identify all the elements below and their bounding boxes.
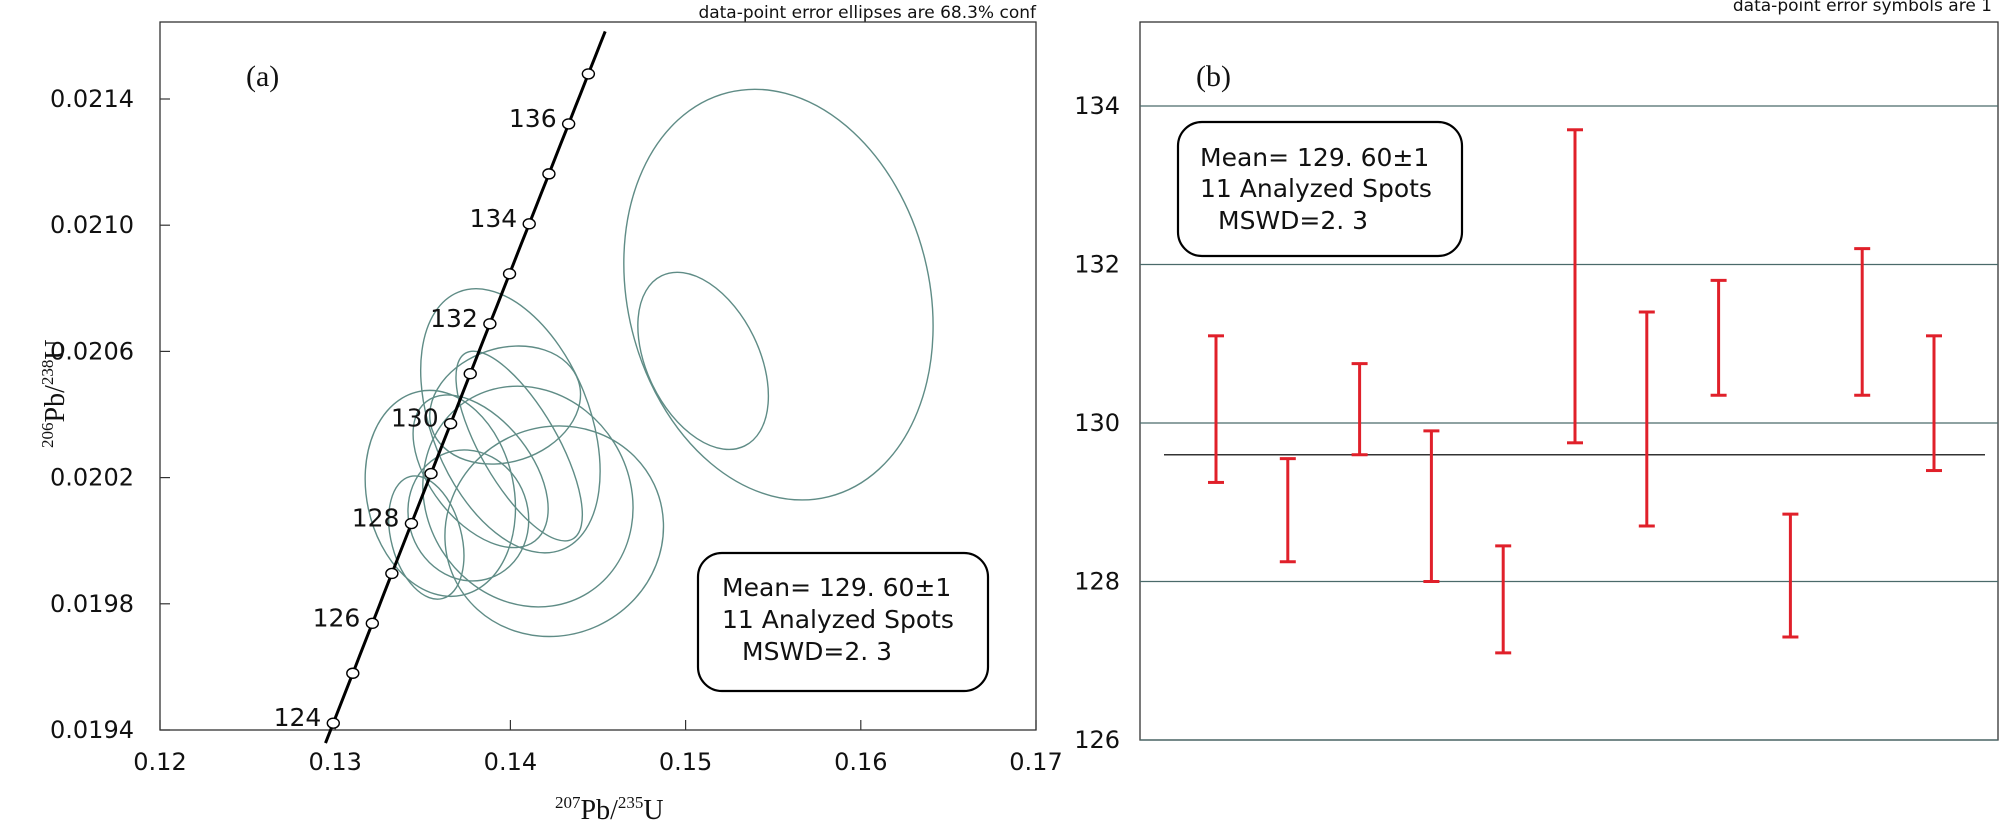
age-marker [483, 318, 497, 330]
age-marker [326, 717, 340, 729]
y-tick-label: 132 [1074, 251, 1120, 279]
age-label: 128 [352, 504, 400, 533]
error-ellipses [364, 88, 934, 638]
error-bar [1423, 429, 1440, 583]
error-ellipse [388, 475, 465, 600]
panel-b-mean-line: Mean= 129. 60±1 [1200, 143, 1429, 172]
panel-a-mean-line: Mean= 129. 60±1 [722, 573, 951, 602]
error-ellipse [419, 288, 601, 554]
age-label: 132 [430, 304, 478, 333]
panel-b-spots-line: 11 Analyzed Spots [1200, 174, 1432, 203]
error-bar [1351, 362, 1368, 457]
y-tick-label: 134 [1074, 92, 1120, 120]
panel-a-ticks: 0.12 0.13 0.14 0.15 0.16 0.17 0.0194 0.0198 0.02… [50, 85, 1063, 776]
age-marker [385, 567, 399, 580]
error-bar [1208, 334, 1224, 484]
panel-a-frame [159, 21, 1037, 731]
age-marker [463, 368, 477, 380]
panel-b-mswd-line: MSWD=2. 3 [1218, 206, 1368, 235]
panel-a-mean-box-frame [696, 551, 990, 693]
x-tick-label: 0.12 [133, 748, 186, 776]
age-marker [502, 268, 517, 280]
error-bar [1495, 544, 1512, 655]
age-marker [404, 517, 419, 530]
panel-b-mean-box-frame [1176, 120, 1464, 258]
age-marker [424, 467, 438, 480]
panel-a-mswd-line: MSWD=2. 3 [742, 637, 892, 666]
x-axis-label-main: Pb/ [581, 795, 619, 824]
age-label: 130 [391, 404, 439, 433]
y-tick-label: 0.0210 [50, 211, 134, 239]
y-tick-label: 128 [1074, 568, 1120, 596]
age-marker [542, 168, 556, 180]
panel-b-note: data-point error symbols are 1 [1733, 0, 1992, 16]
panel-a-spots-line: 11 Analyzed Spots [722, 605, 954, 634]
error-ellipse [637, 271, 770, 451]
x-axis-label-sup: 207 [555, 793, 581, 812]
y-tick-label: 0.0206 [50, 337, 134, 365]
error-bar [1279, 457, 1296, 564]
age-marker [365, 617, 380, 630]
error-ellipse [623, 88, 934, 501]
panel-b-mean-box: Mean= 129. 60±1 11 Analyzed Spots MSWD=2… [1176, 120, 1464, 258]
y-axis-label-sup: 206 [38, 423, 57, 449]
age-marker [522, 218, 536, 230]
x-tick-label: 0.17 [1009, 748, 1062, 776]
error-bars [1208, 128, 1942, 655]
weighted-mean-panel: data-point error symbols are 1 126 128 130… [1074, 0, 1999, 754]
age-marker [443, 417, 458, 430]
y-tick-label: 0.0194 [50, 716, 134, 744]
error-ellipse [364, 389, 517, 598]
panel-a-note: data-point error ellipses are 68.3% conf [698, 3, 1037, 23]
y-tick-label: 126 [1074, 726, 1120, 754]
concordia-age-markers: 124 126 128 130 132 134 136 [274, 68, 596, 732]
age-marker [561, 118, 576, 130]
y-axis-label-sup2: 238 [38, 360, 57, 386]
x-axis-label-sup2: 235 [618, 793, 644, 812]
x-tick-label: 0.15 [659, 748, 712, 776]
y-axis-label-end: U [40, 339, 71, 359]
concordia-panel: data-point error ellipses are 68.3% conf… [38, 3, 1063, 824]
age-label: 134 [469, 204, 517, 233]
x-axis-label: 207Pb/235U [555, 793, 664, 824]
age-marker [346, 667, 360, 679]
panel-b-gridlines: 126 128 130 132 134 [1074, 92, 1998, 754]
y-tick-label: 0.0214 [50, 85, 134, 113]
y-tick-label: 130 [1074, 409, 1120, 437]
error-bar [1567, 128, 1583, 445]
error-ellipse [412, 394, 549, 549]
age-label: 126 [313, 603, 361, 632]
error-bar [1926, 334, 1942, 473]
error-bar [1782, 512, 1799, 639]
error-bar [1854, 247, 1871, 397]
x-tick-label: 0.14 [484, 748, 537, 776]
error-ellipse [455, 350, 584, 542]
age-label: 136 [509, 104, 557, 133]
panel-a-mean-box: Mean= 129. 60±1 11 Analyzed Spots MSWD=2… [696, 551, 990, 693]
error-ellipse [444, 425, 665, 638]
error-bar [1710, 278, 1727, 397]
panel-b-label: (b) [1196, 60, 1231, 93]
y-axis-label: 206Pb/238U [38, 339, 71, 448]
y-tick-label: 0.0198 [50, 590, 134, 618]
x-tick-label: 0.13 [308, 748, 361, 776]
age-marker [581, 68, 596, 80]
y-axis-label-main: Pb/ [40, 385, 71, 423]
error-ellipse [422, 385, 634, 608]
panel-a-label: (a) [246, 60, 279, 93]
x-axis-label-end: U [643, 795, 663, 824]
error-bar [1638, 310, 1655, 528]
x-tick-label: 0.16 [834, 748, 887, 776]
y-tick-label: 0.0202 [50, 464, 134, 492]
age-label: 124 [274, 703, 322, 732]
